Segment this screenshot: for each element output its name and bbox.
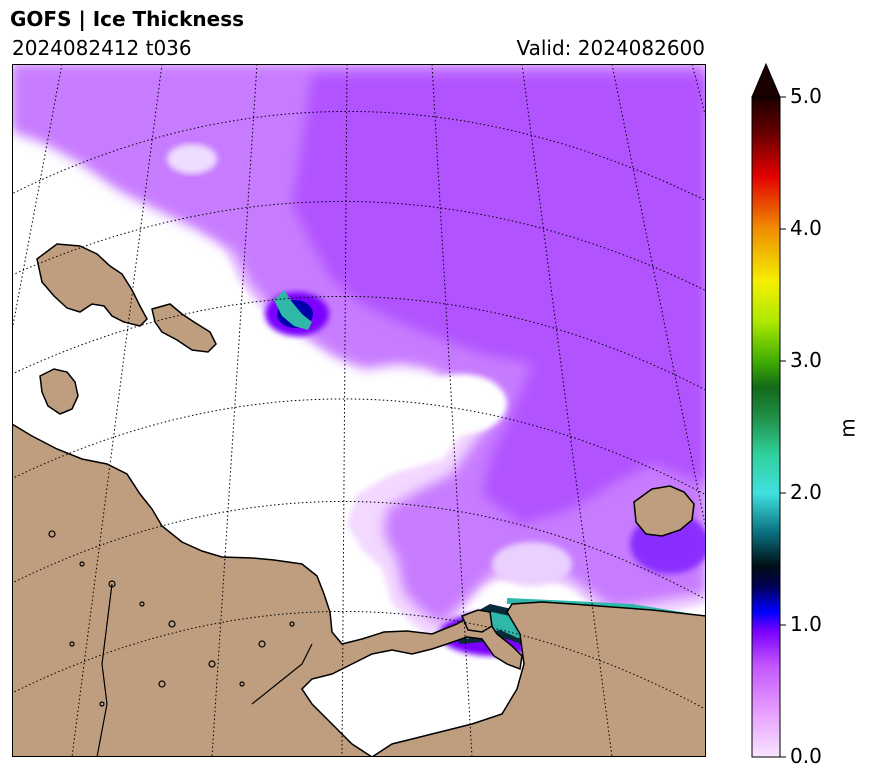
river bbox=[251, 643, 313, 705]
meridian bbox=[611, 64, 706, 532]
parallel bbox=[12, 500, 706, 601]
lake bbox=[289, 621, 295, 627]
meridian bbox=[71, 64, 163, 757]
ice-field bbox=[12, 64, 706, 656]
island-west-2 bbox=[151, 303, 217, 353]
colorbar-graphic bbox=[751, 62, 786, 758]
meridian bbox=[521, 64, 613, 757]
colorbar-extend-arrow bbox=[751, 62, 781, 98]
lake bbox=[158, 680, 166, 688]
colorbar-tick-label: 2.0 bbox=[790, 480, 822, 504]
lake bbox=[79, 561, 85, 567]
lake bbox=[258, 640, 266, 648]
river bbox=[96, 583, 113, 757]
parallel bbox=[12, 398, 706, 496]
colorbar-ticks bbox=[780, 96, 786, 758]
ice-pack-dense bbox=[292, 74, 706, 524]
map-frame bbox=[12, 64, 706, 757]
colorbar-unit-label: m bbox=[835, 418, 860, 438]
parallel bbox=[12, 200, 706, 292]
ice-gap-north bbox=[167, 144, 217, 174]
run-time-label: 2024082412 t036 bbox=[12, 36, 192, 60]
thick-ice-north-core bbox=[274, 290, 312, 330]
lake bbox=[139, 601, 145, 607]
parallel bbox=[12, 295, 706, 391]
colorbar-tick-label: 0.0 bbox=[790, 744, 822, 768]
colorbar-tick-label: 3.0 bbox=[790, 348, 822, 372]
ice-gap-west bbox=[417, 374, 507, 434]
ice-thickness-map bbox=[12, 64, 706, 757]
mainland-east bbox=[370, 601, 706, 757]
parallel bbox=[12, 110, 706, 202]
lake bbox=[69, 641, 75, 647]
ice-gap-center bbox=[492, 542, 572, 586]
lake bbox=[239, 681, 245, 687]
land bbox=[12, 243, 706, 757]
lake bbox=[48, 530, 56, 538]
lake bbox=[99, 701, 105, 707]
map-title: GOFS | Ice Thickness bbox=[10, 7, 245, 31]
lake bbox=[168, 620, 176, 628]
lake bbox=[208, 660, 216, 668]
lakes bbox=[48, 530, 313, 757]
colorbar: 0.0 1.0 2.0 3.0 4.0 5.0 m bbox=[740, 60, 869, 768]
island-east bbox=[633, 485, 695, 537]
parallel bbox=[12, 610, 706, 711]
colorbar-tick-label: 4.0 bbox=[790, 216, 822, 240]
graticule bbox=[12, 64, 706, 757]
colorbar-bar bbox=[751, 96, 781, 758]
colorbar-tick-label: 1.0 bbox=[790, 612, 822, 636]
island-south bbox=[461, 609, 493, 633]
colorbar-tick-label: 5.0 bbox=[790, 84, 822, 108]
island-small bbox=[39, 368, 79, 415]
valid-time-label: Valid: 2024082600 bbox=[516, 36, 705, 60]
